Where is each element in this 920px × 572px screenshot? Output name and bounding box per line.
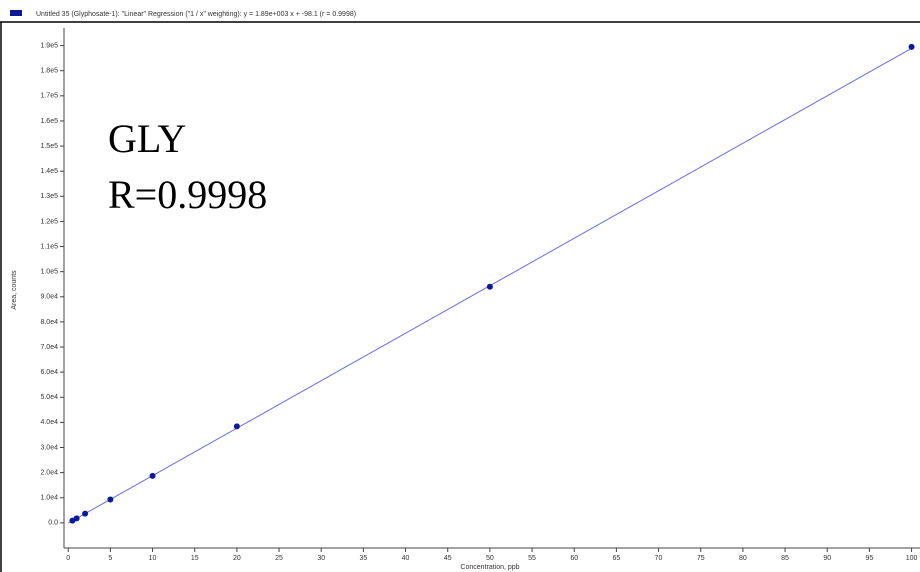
x-tick-label: 85 bbox=[781, 555, 789, 562]
y-tick-label: 1.9e5 bbox=[40, 42, 58, 49]
annotation: GLY bbox=[108, 116, 186, 161]
x-tick-label: 50 bbox=[486, 555, 494, 562]
x-tick-label: 10 bbox=[149, 555, 157, 562]
y-tick-label: 8.0e4 bbox=[40, 319, 58, 326]
y-tick-label: 4.0e4 bbox=[40, 419, 58, 426]
x-tick-label: 30 bbox=[317, 555, 325, 562]
x-tick-label: 25 bbox=[275, 555, 283, 562]
y-tick-label: 2.0e4 bbox=[40, 469, 58, 476]
x-tick-label: 65 bbox=[612, 555, 620, 562]
y-tick-label: 1.5e5 bbox=[40, 143, 58, 150]
y-tick-label: 1.2e5 bbox=[40, 218, 58, 225]
x-tick-label: 35 bbox=[359, 555, 367, 562]
y-tick-label: 0.0 bbox=[48, 520, 58, 527]
x-tick-label: 45 bbox=[444, 555, 452, 562]
y-tick-label: 1.7e5 bbox=[40, 93, 58, 100]
y-tick-label: 1.1e5 bbox=[40, 243, 58, 250]
y-tick-label: 1.8e5 bbox=[40, 68, 58, 75]
x-tick-label: 40 bbox=[402, 555, 410, 562]
x-tick-label: 100 bbox=[906, 555, 918, 562]
legend-text: Untitled 35 (Glyphosate-1): "Linear" Reg… bbox=[36, 11, 356, 18]
x-tick-label: 90 bbox=[823, 555, 831, 562]
x-tick-label: 70 bbox=[655, 555, 663, 562]
data-point bbox=[82, 510, 89, 517]
data-point bbox=[233, 423, 240, 430]
x-tick-label: 80 bbox=[739, 555, 747, 562]
data-point bbox=[149, 472, 156, 479]
y-tick-label: 9.0e4 bbox=[40, 294, 58, 301]
y-tick-label: 5.0e4 bbox=[40, 394, 58, 401]
y-axis-label: Area, counts bbox=[11, 270, 18, 310]
x-tick-label: 5 bbox=[108, 555, 112, 562]
x-tick-label: 15 bbox=[191, 555, 199, 562]
x-tick-label: 60 bbox=[570, 555, 578, 562]
x-tick-label: 75 bbox=[697, 555, 705, 562]
data-point bbox=[73, 515, 80, 522]
x-tick-label: 20 bbox=[233, 555, 241, 562]
annotation: R=0.9998 bbox=[108, 172, 267, 217]
x-tick-label: 0 bbox=[66, 555, 70, 562]
y-tick-label: 1.3e5 bbox=[40, 193, 58, 200]
data-point bbox=[908, 43, 915, 50]
y-tick-label: 3.0e4 bbox=[40, 444, 58, 451]
y-tick-label: 1.6e5 bbox=[40, 118, 58, 125]
y-tick-label: 7.0e4 bbox=[40, 344, 58, 351]
data-point bbox=[107, 496, 114, 503]
y-tick-label: 1.0e5 bbox=[40, 269, 58, 276]
y-tick-label: 6.0e4 bbox=[40, 369, 58, 376]
x-tick-label: 55 bbox=[528, 555, 536, 562]
x-tick-label: 95 bbox=[866, 555, 874, 562]
data-point bbox=[486, 283, 493, 290]
x-axis-label: Concentration, ppb bbox=[460, 564, 519, 571]
y-tick-label: 1.0e4 bbox=[40, 495, 58, 502]
legend-marker bbox=[10, 10, 22, 16]
y-tick-label: 1.4e5 bbox=[40, 168, 58, 175]
